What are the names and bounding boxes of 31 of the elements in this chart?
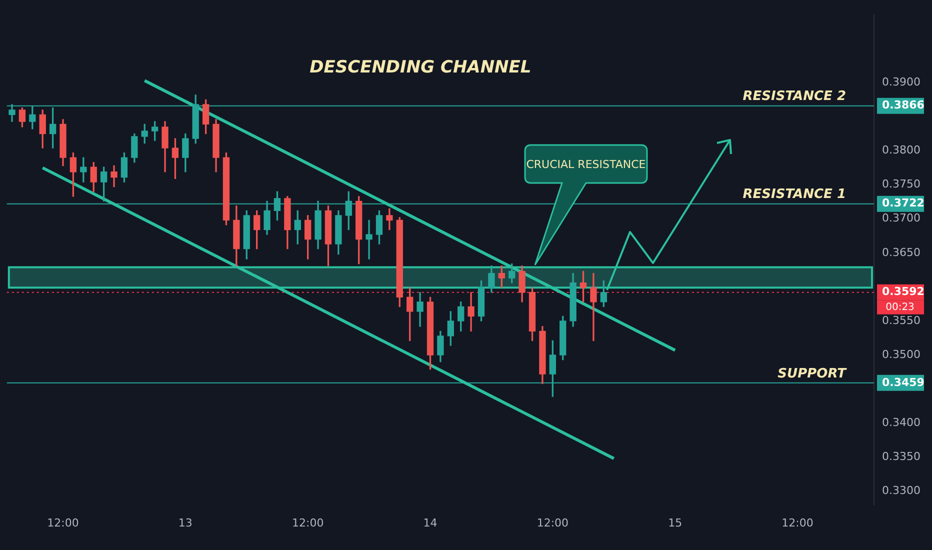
y-tick-label: 0.3900 <box>882 76 920 89</box>
ref-line-label: SUPPORT <box>778 366 848 382</box>
y-tick-label: 0.3722 <box>882 196 924 210</box>
candlestick <box>590 272 597 342</box>
y-tick-label: 0.3350 <box>882 450 920 463</box>
x-tick-label: 12:00 <box>292 516 324 530</box>
x-tick-label: 13 <box>178 516 192 530</box>
text: DESCENDING CHANNEL <box>310 57 532 78</box>
x-tick-label: 15 <box>668 516 682 530</box>
y-tick-label: 0.3750 <box>882 178 920 191</box>
y-tick-label: 0.3800 <box>882 144 920 157</box>
x-tick-label: 12:00 <box>47 516 79 530</box>
x-tick-label: 12:00 <box>536 516 569 530</box>
y-tick-label: 0.3866 <box>882 98 925 112</box>
text: 00:23 <box>886 302 914 313</box>
ref-line-label: RESISTANCE 1 <box>742 187 846 202</box>
ref-line-label: RESISTANCE 2 <box>742 89 846 104</box>
y-tick-label: 0.3400 <box>882 416 920 429</box>
y-tick-label: 0.3700 <box>882 212 920 225</box>
candlestick <box>366 220 372 260</box>
candlestick <box>468 292 474 332</box>
y-tick-label: 0.3459 <box>882 376 924 389</box>
x-tick-label: 14 <box>423 516 438 530</box>
x-tick-label: 12:00 <box>782 516 814 530</box>
speech-bubble: CRUCIAL RESISTANCE <box>524 144 648 266</box>
y-tick-label: 0.3592 <box>882 285 924 298</box>
y-tick-label: 0.3500 <box>882 348 920 361</box>
y-tick-label: 0.3650 <box>882 246 920 259</box>
annotation: CRUCIAL RESISTANCE <box>525 156 647 172</box>
y-tick-label: 0.3300 <box>882 484 920 498</box>
y-tick-label: 0.3550 <box>882 314 920 327</box>
